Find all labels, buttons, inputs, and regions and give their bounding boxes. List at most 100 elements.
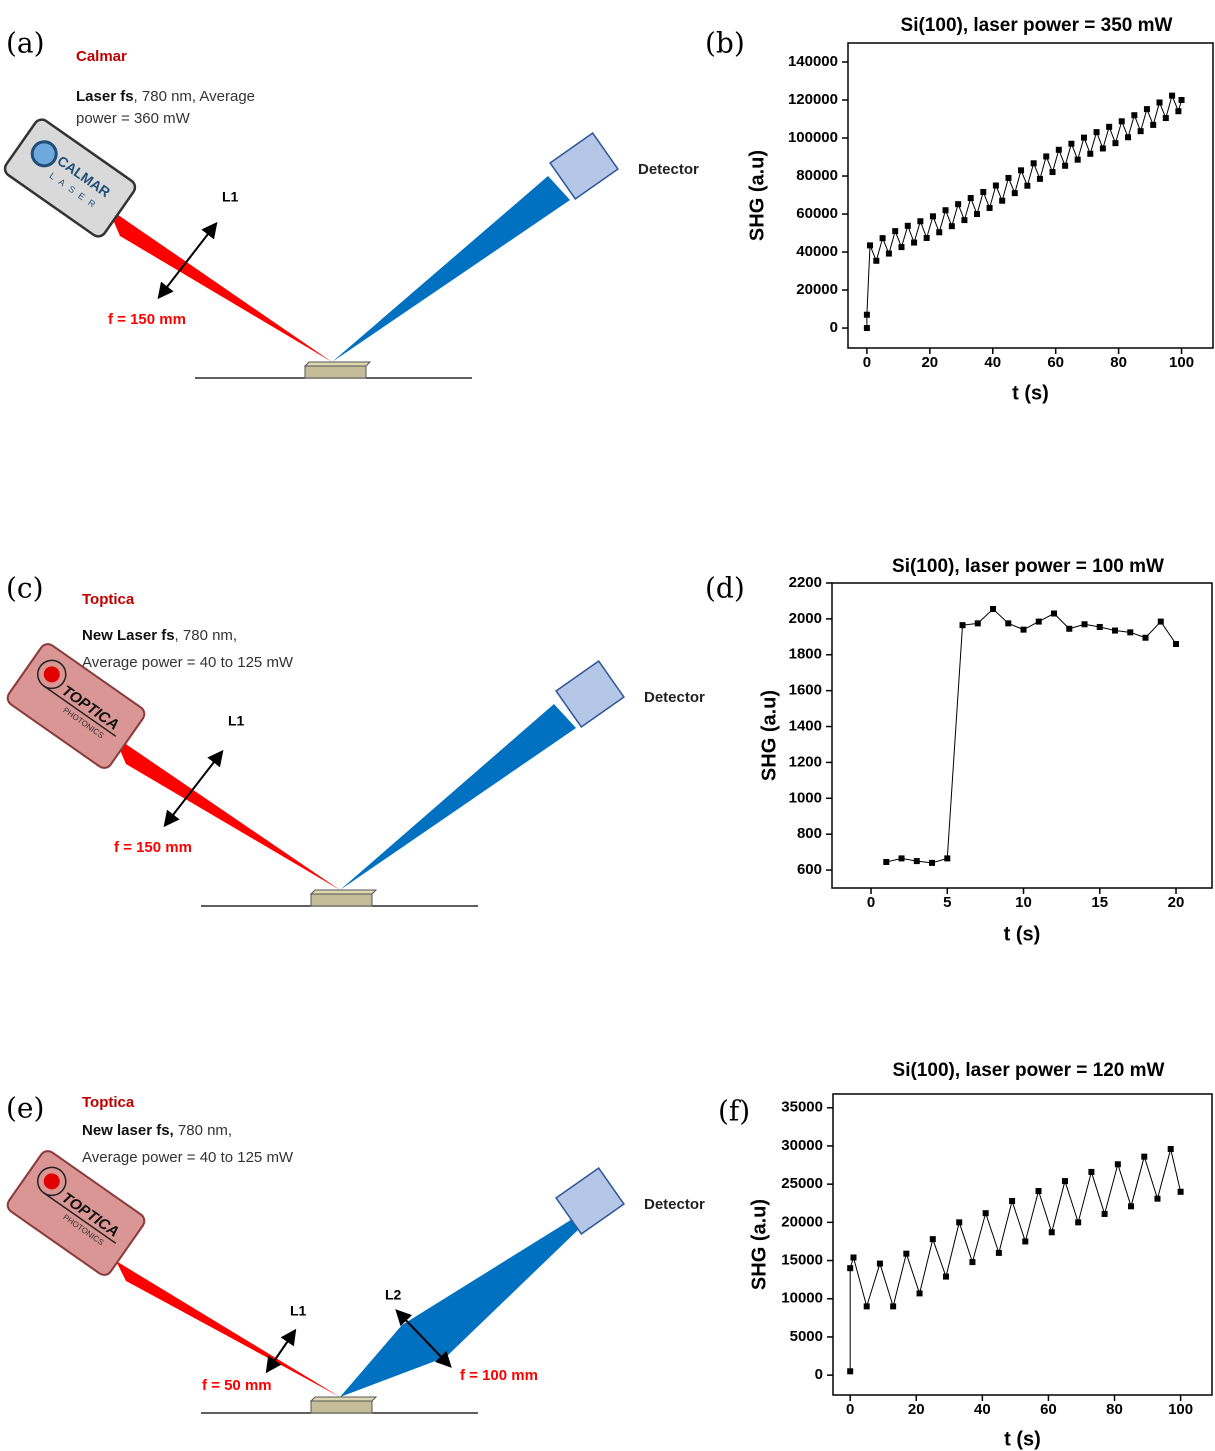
sample-top — [303, 361, 372, 367]
sample-top — [309, 1396, 378, 1402]
logo-stroke — [43, 685, 117, 737]
y-tick-label: 2000 — [789, 610, 822, 627]
sample — [310, 893, 373, 907]
data-point — [1048, 1229, 1055, 1236]
data-point — [890, 1303, 897, 1310]
data-point — [916, 1290, 923, 1297]
focal-label: f = 100 mm — [460, 1367, 538, 1384]
data-point — [903, 1250, 910, 1257]
y-tick-label: 10000 — [781, 1290, 823, 1307]
laser-body — [6, 643, 146, 769]
data-point — [923, 234, 930, 241]
data-line — [886, 608, 1177, 864]
x-tick-label: 40 — [974, 1401, 991, 1418]
plot-frame — [847, 42, 1214, 349]
lens-label: L1 — [290, 1303, 307, 1319]
data-point — [974, 620, 981, 627]
lens-arrow — [157, 221, 218, 300]
data-point — [1088, 1168, 1095, 1175]
data-point — [1049, 169, 1056, 176]
data-point — [876, 1260, 883, 1267]
chart-title: Si(100), laser power = 120 mW — [893, 1060, 1165, 1081]
data-point — [1022, 1238, 1029, 1245]
plot-frame — [831, 582, 1213, 889]
data-point — [1074, 156, 1081, 163]
data-point — [917, 218, 924, 225]
data-point — [1009, 1197, 1016, 1204]
data-point — [1142, 634, 1149, 641]
logo-dot — [43, 666, 60, 683]
panel-label: (a) — [6, 27, 45, 60]
data-point — [1125, 134, 1132, 141]
y-tick-label: 600 — [797, 861, 822, 878]
panel-label: (c) — [6, 572, 44, 605]
data-point — [913, 858, 920, 865]
data-point — [1128, 1203, 1135, 1210]
x-tick-label: 60 — [1047, 354, 1064, 371]
diagram: (c) Toptica New Laser fs, 780 nm, Average p… — [6, 572, 705, 907]
data-point — [1043, 153, 1050, 160]
logo-dot — [43, 1173, 60, 1190]
data-point — [999, 197, 1006, 204]
data-point — [1173, 641, 1180, 647]
panel-label: (e) — [6, 1092, 44, 1125]
y-tick-label: 100000 — [788, 129, 838, 146]
x-tick-label: 40 — [984, 354, 1001, 371]
y-tick-label: 60000 — [796, 205, 838, 222]
data-point — [1075, 1219, 1082, 1226]
description-bold: New Laser fs — [82, 627, 175, 644]
lens-arrow — [265, 1328, 297, 1374]
data-point — [1030, 160, 1037, 167]
data-point — [1036, 175, 1043, 182]
x-tick-label: 80 — [1106, 1401, 1123, 1418]
plot-frame — [832, 1093, 1213, 1396]
data-point — [1131, 112, 1138, 119]
data-point — [936, 229, 943, 236]
y-tick-label: 5000 — [790, 1328, 823, 1345]
x-tick-label: 100 — [1169, 354, 1194, 371]
y-tick-label: 2200 — [789, 574, 822, 591]
data-point — [883, 858, 890, 865]
data-point — [974, 211, 981, 218]
laser-body — [6, 1150, 146, 1276]
description-text: 780 nm, — [174, 1122, 232, 1139]
sample-top — [309, 889, 378, 895]
detector-box — [555, 1167, 625, 1235]
sample — [310, 1400, 373, 1414]
sample — [304, 365, 367, 379]
lens-label: L1 — [222, 189, 239, 205]
data-point — [847, 1368, 854, 1375]
data-point — [867, 242, 874, 249]
data-point — [1157, 618, 1164, 625]
y-tick-label: 15000 — [781, 1252, 823, 1269]
x-axis-title: t (s) — [1004, 1428, 1041, 1450]
data-point — [1101, 1210, 1108, 1217]
description: New laser fs, 780 nm, — [82, 1122, 232, 1139]
data-point — [1112, 140, 1119, 147]
y-tick-label: 30000 — [781, 1137, 823, 1154]
data-point — [986, 204, 993, 211]
data-point — [863, 311, 870, 318]
data-point — [1051, 610, 1058, 617]
x-tick-label: 0 — [867, 894, 875, 911]
y-axis-title: SHG (a.u) — [748, 1199, 770, 1290]
y-tick-label: 0 — [830, 319, 838, 336]
description-text: , 780 nm, — [175, 627, 238, 644]
data-point — [1062, 162, 1069, 169]
y-tick-label: 80000 — [796, 167, 838, 184]
description: Average power = 40 to 125 mW — [82, 654, 294, 671]
data-point — [1035, 618, 1042, 625]
x-axis-title: t (s) — [1012, 382, 1049, 404]
description: Average power = 40 to 125 mW — [82, 1149, 294, 1166]
y-tick-label: 35000 — [781, 1099, 823, 1116]
y-axis-title: SHG (a.u) — [746, 150, 768, 241]
detector-beam — [340, 704, 576, 890]
x-tick-label: 15 — [1091, 894, 1108, 911]
y-tick-label: 20000 — [781, 1213, 823, 1230]
data-point — [1150, 121, 1157, 128]
y-axis-title: SHG (a.u) — [758, 690, 780, 781]
panel-label: (f) — [718, 1095, 750, 1128]
